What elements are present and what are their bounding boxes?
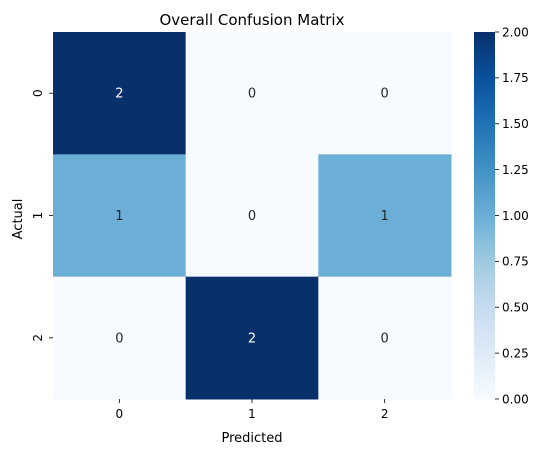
- y-tick-label: 1: [31, 212, 45, 220]
- heatmap-cell: [318, 32, 452, 155]
- colorbar-tick-label: 1.75: [502, 71, 529, 85]
- heatmap-cell-labels: 2 0 0 1 0 1 0 2 0: [115, 87, 389, 347]
- cell-value-label: 0: [115, 331, 123, 346]
- x-tick-label: 0: [116, 407, 124, 421]
- cell-value-label: 0: [381, 87, 389, 102]
- colorbar-tick-label: 0.00: [502, 392, 529, 406]
- x-axis-ticks: 0 1 2: [116, 399, 389, 421]
- colorbar-tick-label: 0.50: [502, 301, 529, 315]
- colorbar-tick-label: 1.25: [502, 163, 529, 177]
- cell-value-label: 0: [381, 331, 389, 346]
- heatmap-cell: [185, 32, 319, 155]
- cell-value-label: 1: [381, 209, 389, 224]
- colorbar-tick-label: 1.00: [502, 209, 529, 223]
- heatmap-cell: [53, 276, 187, 400]
- y-axis-label: Actual: [11, 199, 26, 240]
- heatmap-cells: [53, 32, 452, 400]
- y-tick-label: 0: [31, 89, 45, 97]
- colorbar-tick-label: 0.25: [502, 346, 529, 360]
- heatmap-cell: [318, 154, 452, 278]
- colorbar: [474, 32, 495, 399]
- cell-value-label: 1: [115, 209, 123, 224]
- colorbar-tick-label: 2.00: [502, 25, 529, 39]
- heatmap-cell: [185, 276, 319, 400]
- cell-value-label: 0: [248, 209, 256, 224]
- x-axis-label: Predicted: [221, 431, 282, 446]
- heatmap-cell: [53, 154, 187, 278]
- cell-value-label: 0: [248, 87, 256, 102]
- heatmap-cell: [185, 154, 319, 278]
- heatmap-cell: [53, 32, 187, 155]
- colorbar-tick-label: 1.50: [502, 117, 529, 131]
- cell-value-label: 2: [115, 87, 123, 102]
- heatmap-cell: [318, 276, 452, 400]
- x-tick-label: 2: [381, 407, 389, 421]
- colorbar-tick-label: 0.75: [502, 255, 529, 269]
- y-tick-label: 2: [31, 334, 45, 342]
- x-tick-label: 1: [248, 407, 256, 421]
- colorbar-ticks: 0.00 0.25 0.50 0.75 1.00 1.25 1.50 1.75 2.00: [495, 25, 529, 406]
- y-axis-ticks: 0 1 2: [31, 89, 53, 342]
- cell-value-label: 2: [248, 331, 256, 346]
- chart-title: Overall Confusion Matrix: [160, 11, 345, 29]
